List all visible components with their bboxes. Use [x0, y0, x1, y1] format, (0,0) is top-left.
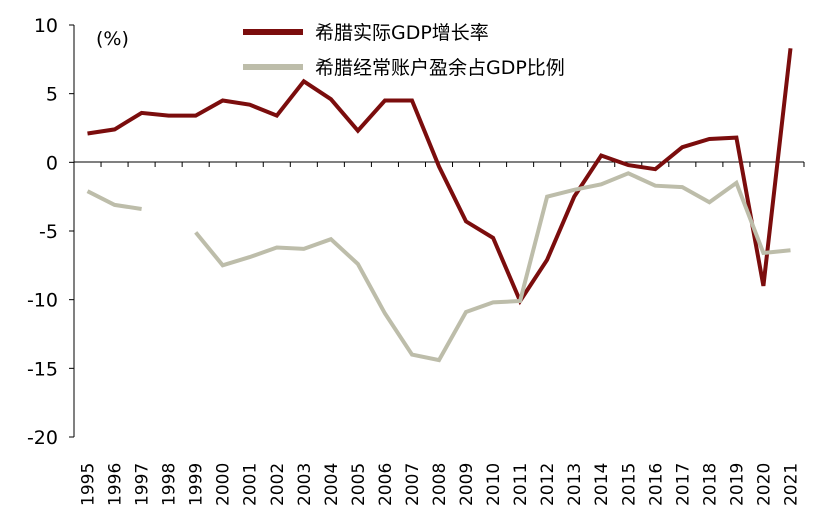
series-line-2 — [194, 171, 791, 363]
x-tick-label: 1999 — [187, 463, 207, 506]
x-tick-label: 2002 — [268, 463, 288, 506]
x-tick-label: 2006 — [376, 463, 396, 506]
y-tick-label: 0 — [46, 152, 58, 174]
x-tick-label: 2009 — [457, 463, 477, 506]
x-tick-label: 2003 — [295, 463, 315, 506]
x-tick-label: 1996 — [106, 463, 126, 506]
axes: 10 5 0 -5 -10 -15 -20 1995 1996 1997 1998 1999 2000 2… — [27, 15, 805, 506]
x-tick-label: 2013 — [565, 463, 585, 506]
x-tick-label: 2004 — [322, 463, 342, 506]
x-tick-label: 2017 — [673, 463, 693, 506]
x-tick-label: 1997 — [133, 463, 153, 506]
y-tick-label: -20 — [27, 427, 58, 449]
x-tick-label: 2016 — [646, 463, 666, 506]
legend-label-2: 希腊经常账户盈余占GDP比例 — [315, 57, 565, 79]
x-tick-label: 2018 — [700, 463, 720, 506]
y-tick-label: 5 — [46, 84, 58, 106]
series-line-1 — [87, 48, 793, 306]
x-tick-label: 2005 — [349, 463, 369, 506]
legend-label-1: 希腊实际GDP增长率 — [315, 22, 489, 44]
x-tick-label: 2015 — [619, 463, 639, 506]
x-tick-label: 1995 — [79, 463, 99, 506]
y-tick-label: -10 — [27, 290, 58, 312]
x-tick-label: 2021 — [781, 463, 801, 506]
x-tick-label: 2020 — [754, 463, 774, 506]
x-tick-label: 2012 — [538, 463, 558, 506]
series-group — [86, 48, 793, 363]
x-tick-label: 2011 — [511, 463, 531, 506]
x-tick-label: 2001 — [241, 463, 261, 506]
x-tick-label: 2019 — [727, 463, 747, 506]
y-tick-label: 10 — [34, 15, 58, 37]
x-tick-label: 2008 — [430, 463, 450, 506]
x-tick-label: 2010 — [484, 463, 504, 506]
x-tick-label: 1998 — [160, 463, 180, 506]
series-line-2 — [86, 189, 142, 211]
y-tick-label: -5 — [39, 221, 58, 243]
y-tick-label: -15 — [27, 358, 58, 380]
x-tick-label: 2000 — [214, 463, 234, 506]
unit-label: (%) — [96, 28, 129, 50]
x-tick-label: 2014 — [592, 463, 612, 506]
x-tick-label: 2007 — [403, 463, 423, 506]
